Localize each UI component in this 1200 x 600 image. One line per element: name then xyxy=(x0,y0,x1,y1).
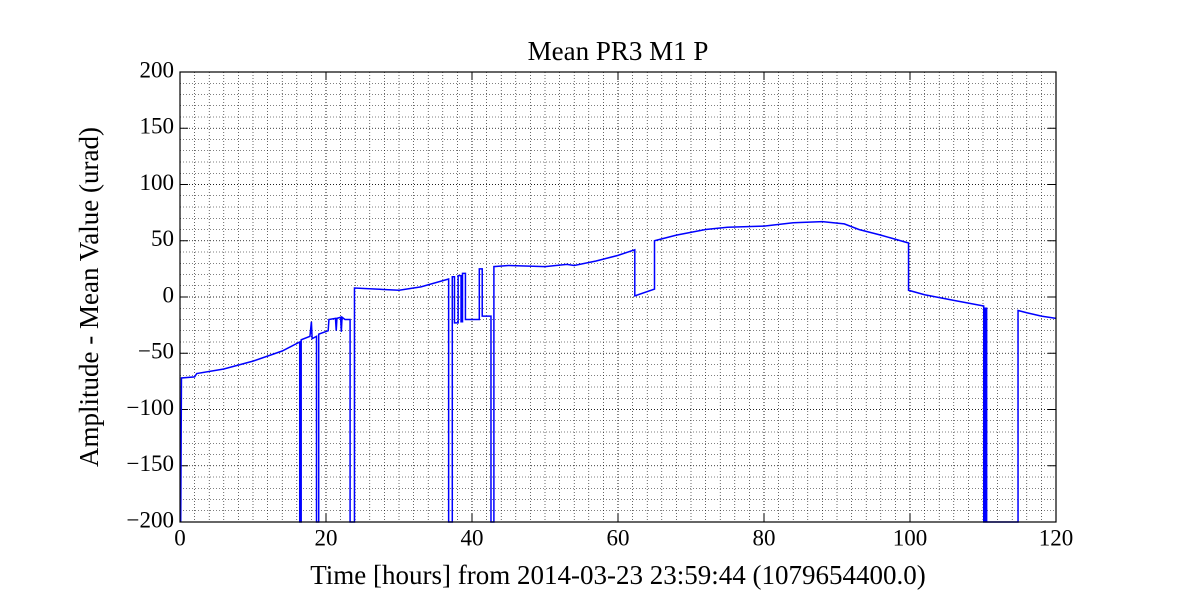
y-axis-label: Amplitude - Mean Value (urad) xyxy=(74,127,104,467)
y-tick-label: 50 xyxy=(151,226,174,251)
y-tick-label: 200 xyxy=(140,57,175,82)
x-tick-label: 20 xyxy=(315,525,338,550)
chart-title: Mean PR3 M1 P xyxy=(528,36,709,66)
x-tick-label: 80 xyxy=(753,525,776,550)
x-tick-label: 0 xyxy=(174,525,186,550)
y-tick-label: 0 xyxy=(163,282,175,307)
y-tick-label: 100 xyxy=(140,170,175,195)
x-tick-label: 100 xyxy=(893,525,928,550)
x-tick-label: 60 xyxy=(607,525,630,550)
y-tick-label: −50 xyxy=(138,339,174,364)
x-tick-label: 120 xyxy=(1039,525,1074,550)
y-tick-label: −150 xyxy=(127,451,174,476)
y-tick-label: 150 xyxy=(140,114,175,139)
data-line xyxy=(179,220,1057,523)
x-tick-label: 40 xyxy=(461,525,484,550)
y-tick-label: −200 xyxy=(127,507,174,532)
x-axis-label: Time [hours] from 2014-03-23 23:59:44 (1… xyxy=(310,560,925,590)
plot-frame xyxy=(179,71,1057,523)
y-tick-label: −100 xyxy=(127,395,174,420)
